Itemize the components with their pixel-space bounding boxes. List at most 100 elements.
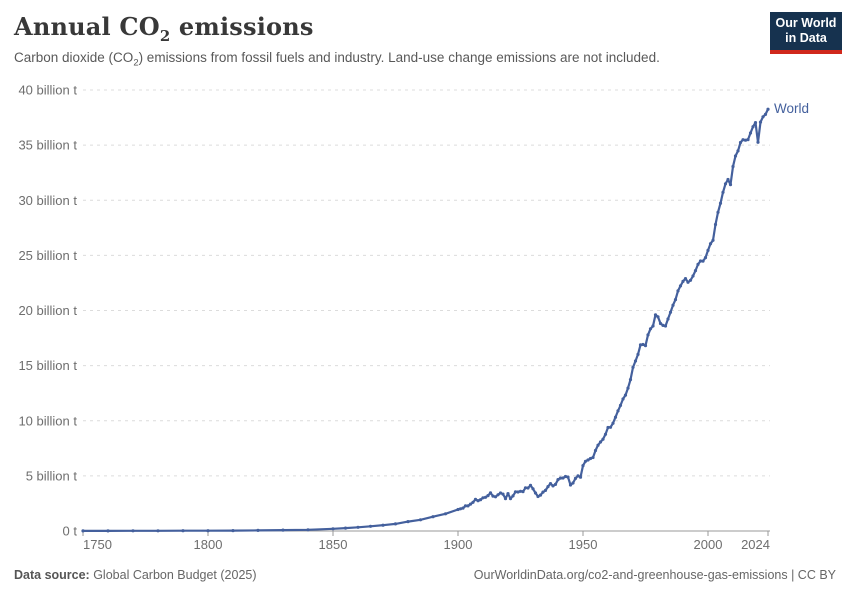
data-point [691, 274, 695, 278]
data-point [566, 475, 570, 479]
data-point [698, 259, 703, 263]
x-tick-label: 1900 [444, 537, 473, 552]
data-point [683, 277, 688, 281]
data-point [131, 529, 135, 533]
data-point [593, 448, 598, 453]
y-tick-label: 15 billion t [18, 358, 77, 373]
data-point [568, 483, 573, 487]
data-point [658, 321, 663, 326]
data-point [641, 342, 645, 347]
world-series-label[interactable]: World [774, 101, 809, 116]
y-tick-label: 20 billion t [18, 303, 77, 318]
data-point [553, 482, 558, 486]
data-point [588, 456, 593, 461]
owid-logo-line2: in Data [785, 31, 827, 46]
data-point [648, 327, 653, 331]
data-point [551, 484, 555, 488]
data-point [621, 397, 625, 401]
data-point [746, 138, 750, 142]
data-point [743, 138, 748, 142]
owid-logo-line1: Our World [775, 16, 837, 30]
data-point [481, 496, 485, 500]
data-point [693, 269, 698, 273]
data-point [721, 190, 725, 194]
world-emissions-line[interactable] [81, 108, 770, 532]
data-point [728, 183, 733, 187]
data-source-label: Data source: [14, 568, 90, 582]
data-point [476, 499, 480, 503]
y-tick-label: 40 billion t [18, 83, 77, 98]
data-point [596, 443, 600, 447]
x-tick-label: 1800 [194, 537, 223, 552]
data-point [468, 502, 473, 506]
data-point [231, 529, 235, 533]
data-point [563, 474, 568, 479]
data-point [713, 222, 718, 227]
data-source-value: Global Carbon Budget (2025) [89, 568, 257, 582]
data-point [561, 476, 565, 480]
data-point [548, 482, 553, 486]
owid-logo[interactable]: Our World in Data [770, 12, 842, 54]
data-point [736, 149, 740, 153]
data-point [646, 333, 650, 337]
data-point [583, 459, 588, 463]
attribution-text: OurWorldinData.org/co2-and-greenhouse-ga… [473, 568, 836, 582]
y-tick-label: 35 billion t [18, 138, 77, 153]
data-point [761, 115, 765, 119]
data-point [688, 278, 693, 282]
data-point [741, 138, 745, 142]
data-point [678, 284, 683, 288]
data-point [483, 495, 488, 499]
x-tick-label: 1750 [83, 537, 112, 552]
data-point [726, 177, 730, 182]
data-point [753, 121, 758, 125]
data-point [708, 242, 713, 246]
data-point [511, 494, 515, 498]
data-point [716, 210, 720, 214]
y-tick-label: 5 billion t [26, 468, 78, 483]
data-point [663, 324, 668, 328]
chart-subtitle: Carbon dioxide (CO2) emissions from foss… [14, 50, 660, 69]
data-point [531, 487, 535, 491]
data-point [181, 529, 185, 533]
data-point [676, 289, 680, 293]
data-point [616, 409, 620, 413]
data-point [751, 125, 755, 129]
data-point [538, 493, 543, 497]
chart-title-text: Annual CO [14, 12, 160, 41]
data-point [653, 313, 658, 317]
data-point [686, 280, 690, 284]
data-point [666, 317, 670, 321]
data-point [573, 476, 578, 480]
data-point [673, 298, 678, 302]
data-point [618, 403, 623, 407]
data-point [456, 507, 460, 512]
data-point [611, 421, 615, 425]
data-point [443, 512, 448, 516]
x-tick-label: 2024 [741, 537, 770, 552]
data-point [598, 440, 603, 444]
data-point [331, 527, 335, 531]
x-tick-label: 1950 [569, 537, 598, 552]
data-point [636, 352, 640, 356]
data-point [506, 492, 510, 496]
y-tick-label: 10 billion t [18, 413, 77, 428]
data-point [738, 140, 743, 145]
data-point [626, 386, 630, 390]
data-point [513, 490, 518, 494]
data-point [758, 120, 763, 124]
data-point [498, 491, 503, 495]
data-point [576, 474, 580, 478]
data-point [523, 486, 528, 490]
data-point [526, 486, 530, 490]
data-point [546, 485, 550, 489]
data-point [608, 425, 613, 429]
data-point [766, 107, 770, 111]
data-point [418, 518, 423, 522]
data-point [656, 315, 660, 319]
data-point [706, 248, 710, 252]
data-point [723, 182, 728, 186]
data-point [463, 504, 468, 508]
data-point [643, 344, 648, 348]
data-point [756, 140, 760, 144]
